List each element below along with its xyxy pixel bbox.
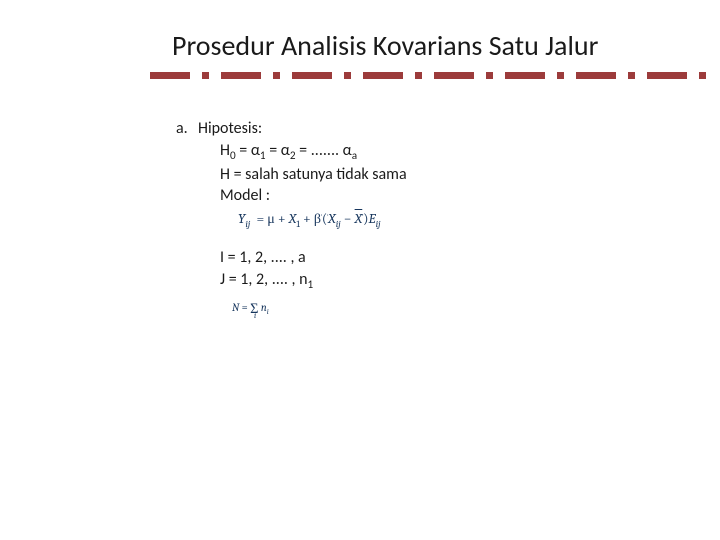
i-range: I = 1, 2, .... , a [220,247,313,269]
n-formula: N = Σ ni i [232,298,269,316]
hypothesis-label: Hipotesis: [198,118,407,140]
content-block-a: a. Hipotesis: H0 = α1 = α2 = ....... αa … [198,118,407,207]
index-ranges: I = 1, 2, .... , a J = 1, 2, .... , n1 [220,247,313,293]
model-formula: Yij = μ + X1 + β·(·Xij − X·)Eij [238,210,381,230]
h-alt-line: H = salah satunya tidak sama [220,164,407,186]
h0-line: H0 = α1 = α2 = ....... αa [220,140,407,164]
list-marker-a: a. [176,118,188,140]
model-label: Model : [220,185,407,207]
title-divider [150,72,705,80]
slide-title: Prosedur Analisis Kovarians Satu Jalur [172,28,598,63]
j-range: J = 1, 2, .... , n1 [220,269,313,293]
